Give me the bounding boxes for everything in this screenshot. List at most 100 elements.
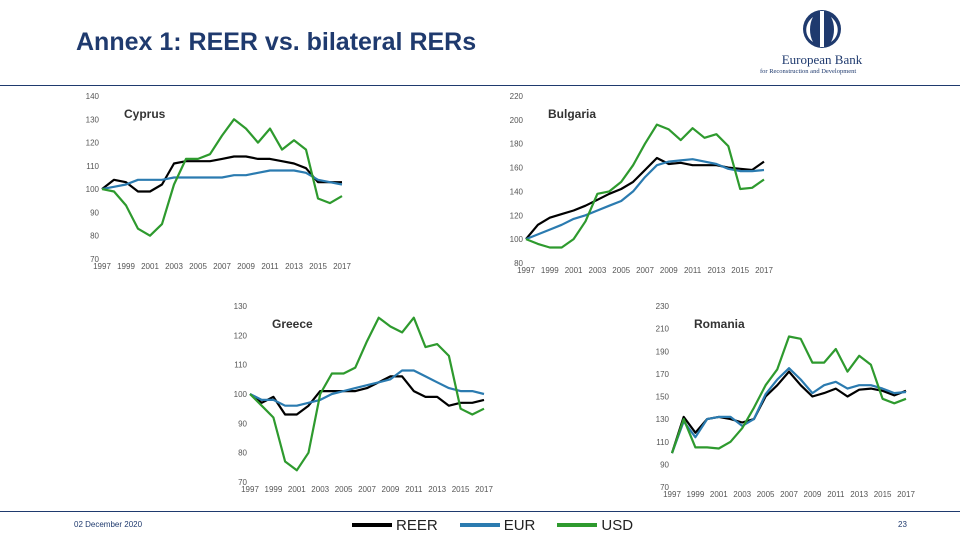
romania-ytick-label: 110: [656, 438, 669, 447]
bulgaria-ytick-label: 80: [514, 259, 523, 268]
romania-xtick-label: 2001: [710, 490, 728, 499]
greece-xtick-label: 2009: [382, 485, 400, 494]
legend-label-reer: REER: [396, 516, 438, 534]
romania-xtick-label: 2015: [874, 490, 892, 499]
romania-xtick-label: 2009: [804, 490, 822, 499]
cyprus-xtick-label: 1997: [93, 262, 111, 271]
romania-xtick-label: 1997: [663, 490, 681, 499]
ebrd-logo: European Bank for Reconstruction and Dev…: [756, 8, 896, 80]
romania-ytick-label: 190: [656, 347, 670, 356]
greece-series-reer: [249, 375, 485, 416]
bulgaria-ytick-label: 120: [510, 211, 524, 220]
cyprus-xtick-label: 2003: [165, 262, 183, 271]
bulgaria-xtick-label: 2013: [708, 266, 726, 275]
cyprus-series-reer: [101, 155, 342, 193]
chart-bulgaria: 80 100 120 140 160 180 200 220 1997 1999 2001 2003 2…: [510, 92, 774, 275]
greece-ytick-label: 70: [238, 478, 247, 487]
romania-ytick-label: 130: [656, 415, 670, 424]
footer-rule: [0, 511, 960, 512]
bulgaria-ytick-label: 220: [510, 92, 524, 101]
logo-name: European Bank: [781, 52, 863, 67]
greece-ytick-label: 120: [234, 331, 248, 340]
bulgaria-ytick-label: 200: [510, 116, 524, 125]
cyprus-xtick-label: 2007: [213, 262, 231, 271]
cyprus-ytick-label: 80: [90, 232, 99, 241]
greece-xtick-label: 2003: [311, 485, 329, 494]
page-title: Annex 1: REER vs. bilateral RERs: [76, 28, 477, 56]
bulgaria-ytick-label: 180: [510, 140, 524, 149]
bulgaria-xtick-label: 2001: [565, 266, 583, 275]
romania-series-reer: [670, 370, 907, 454]
greece-ytick-label: 130: [234, 302, 248, 311]
chart-romania: 70 90 110 130 150 170 190 210 230 1997 1999 2001 200…: [656, 302, 916, 499]
romania-xtick-label: 2003: [733, 490, 751, 499]
romania-ytick-label: 70: [660, 483, 669, 492]
legend-label-eur: EUR: [503, 516, 536, 534]
chart-cyprus: 70 80 90 100 110 120 130 140 1997 1999 2001 2003 200…: [86, 92, 352, 271]
cyprus-xtick-label: 2001: [141, 262, 159, 271]
legend-swatch-usd: [557, 523, 598, 527]
footer-date: 02 December 2020: [74, 520, 143, 529]
header-rule: [0, 85, 960, 86]
romania-series-eur: [670, 367, 907, 454]
greece-xtick-label: 1999: [265, 485, 283, 494]
romania-xtick-label: 2013: [850, 490, 868, 499]
greece-series-usd: [249, 316, 485, 472]
ebrd-logo-icon: [803, 10, 841, 48]
cyprus-ytick-label: 90: [90, 208, 99, 217]
cyprus-xtick-label: 2015: [309, 262, 327, 271]
cyprus-xtick-label: 2017: [333, 262, 351, 271]
greece-ytick-label: 80: [238, 449, 247, 458]
romania-xtick-label: 2011: [827, 490, 845, 499]
greece-ytick-label: 100: [234, 390, 248, 399]
bulgaria-ytick-label: 140: [510, 187, 524, 196]
romania-ytick-label: 170: [656, 370, 670, 379]
bulgaria-xtick-label: 1997: [517, 266, 535, 275]
bulgaria-xtick-label: 2009: [660, 266, 678, 275]
bulgaria-xtick-label: 2003: [589, 266, 607, 275]
bulgaria-xtick-label: 1999: [541, 266, 559, 275]
greece-xtick-label: 2007: [358, 485, 376, 494]
bulgaria-xtick-label: 2005: [612, 266, 630, 275]
legend-swatch-eur: [459, 523, 500, 527]
chart-greece: 70 80 90 100 110 120 130 1997 1999 2001 2003 2005 20…: [234, 302, 494, 494]
legend-item-usd: USD: [557, 517, 633, 534]
cyprus-ytick-label: 120: [86, 139, 100, 148]
bulgaria-xtick-label: 2007: [636, 266, 654, 275]
romania-xtick-label: 2007: [780, 490, 798, 499]
cyprus-ytick-label: 70: [90, 255, 99, 264]
bulgaria-series-reer: [525, 156, 765, 240]
bulgaria-series-usd: [525, 123, 765, 249]
cyprus-chart-title: Cyprus: [124, 107, 166, 121]
cyprus-ytick-label: 140: [86, 92, 100, 101]
legend: REER EUR USD: [352, 514, 655, 536]
page-number: 23: [898, 520, 907, 529]
bulgaria-ytick-label: 100: [510, 235, 524, 244]
romania-xtick-label: 2017: [897, 490, 915, 499]
greece-ytick-label: 90: [238, 419, 247, 428]
greece-xtick-label: 2013: [428, 485, 446, 494]
logo-subtitle: for Reconstruction and Development: [760, 68, 857, 75]
romania-ytick-label: 90: [660, 460, 669, 469]
cyprus-ytick-label: 130: [86, 115, 100, 124]
romania-ytick-label: 210: [656, 325, 670, 334]
greece-xtick-label: 2005: [335, 485, 353, 494]
greece-xtick-label: 2015: [452, 485, 470, 494]
romania-xtick-label: 2005: [757, 490, 775, 499]
bulgaria-xtick-label: 2017: [755, 266, 773, 275]
greece-xtick-label: 2001: [288, 485, 306, 494]
greece-ytick-label: 110: [234, 361, 247, 370]
cyprus-xtick-label: 2005: [189, 262, 207, 271]
cyprus-ytick-label: 110: [86, 162, 99, 171]
legend-swatch-reer: [352, 523, 392, 527]
romania-series-usd: [670, 335, 907, 454]
cyprus-xtick-label: 2011: [261, 262, 279, 271]
romania-ytick-label: 150: [656, 393, 670, 402]
bulgaria-chart-title: Bulgaria: [548, 107, 596, 121]
bulgaria-series-eur: [525, 158, 765, 241]
cyprus-series-usd: [101, 118, 343, 237]
greece-chart-title: Greece: [272, 317, 313, 331]
greece-xtick-label: 2011: [405, 485, 423, 494]
bulgaria-ytick-label: 160: [510, 164, 524, 173]
romania-chart-title: Romania: [694, 317, 745, 331]
